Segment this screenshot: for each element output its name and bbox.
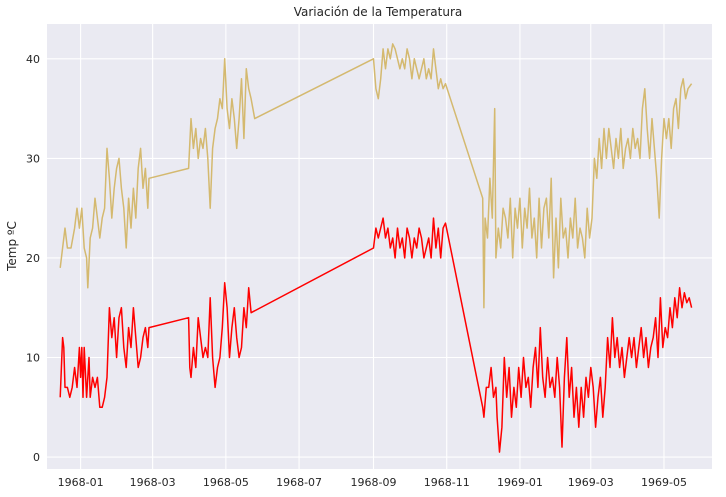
x-tick-label: 1968-07 <box>276 476 322 489</box>
x-tick-label: 1968-03 <box>130 476 176 489</box>
y-axis-label: Temp ºC <box>5 221 19 272</box>
series-lines <box>59 43 693 453</box>
y-tick-label: 40 <box>26 53 40 66</box>
x-tick-label: 1969-03 <box>568 476 614 489</box>
y-tick-label: 10 <box>26 352 40 365</box>
x-tick-label: 1968-01 <box>58 476 104 489</box>
series-line-1 <box>59 43 693 309</box>
y-tick-label: 30 <box>26 152 40 165</box>
y-tick-label: 0 <box>33 451 40 464</box>
y-tick-labels: 0 10 20 30 40 <box>26 53 40 464</box>
x-tick-label: 1969-05 <box>641 476 687 489</box>
y-tick-label: 20 <box>26 252 40 265</box>
x-tick-labels: 1968-01 1968-03 1968-05 1968-07 1968-09 1968-… <box>58 476 687 489</box>
series-line-2 <box>59 217 693 453</box>
x-tick-label: 1968-05 <box>203 476 249 489</box>
x-tick-label: 1968-09 <box>351 476 397 489</box>
x-tick-label: 1968-11 <box>424 476 470 489</box>
x-tick-label: 1969-01 <box>497 476 543 489</box>
chart-title: Variación de la Temperatura <box>294 5 463 19</box>
